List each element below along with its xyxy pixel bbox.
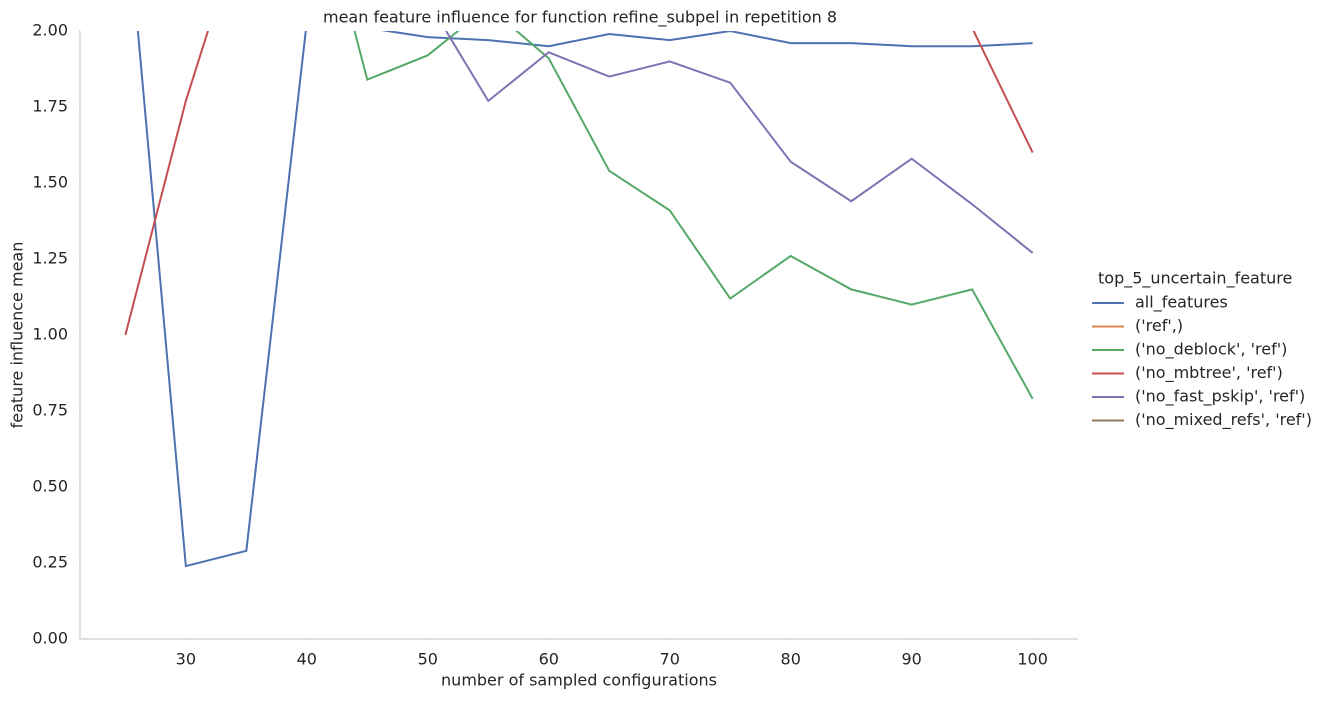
plot-area <box>124 31 1034 568</box>
y-tick-label: 1.25 <box>32 249 68 268</box>
x-axis-label: number of sampled configurations <box>441 671 717 690</box>
legend-label: ('no_fast_pskip', 'ref') <box>1135 387 1305 407</box>
y-tick-label: 0.25 <box>32 553 68 572</box>
chart-title: mean feature influence for function refi… <box>323 8 837 28</box>
x-tick-label: 70 <box>660 650 680 669</box>
x-tick-label: 60 <box>539 650 559 669</box>
legend-label: ('no_mixed_refs', 'ref') <box>1135 410 1312 430</box>
series-line <box>353 31 1034 400</box>
series-line <box>124 31 1034 336</box>
y-tick-label: 0.50 <box>32 477 68 496</box>
y-tick-label: 1.00 <box>32 325 68 344</box>
x-tick-label: 40 <box>297 650 317 669</box>
y-tick-label: 0.00 <box>32 629 68 648</box>
x-tick-label: 80 <box>781 650 801 669</box>
y-tick-label: 2.00 <box>32 21 68 40</box>
series-line <box>444 31 1034 254</box>
y-tick-label: 1.50 <box>32 173 68 192</box>
y-axis-label: feature influence mean <box>8 242 27 429</box>
legend-label: ('ref',) <box>1135 316 1183 335</box>
x-tick-label: 100 <box>1017 650 1048 669</box>
legend-label: ('no_mbtree', 'ref') <box>1135 363 1283 383</box>
x-tick-label: 90 <box>901 650 921 669</box>
y-tick-label: 0.75 <box>32 401 68 420</box>
legend-label: ('no_deblock', 'ref') <box>1135 340 1287 360</box>
x-tick-label: 50 <box>418 650 438 669</box>
legend-title: top_5_uncertain_feature <box>1098 269 1292 289</box>
series-line <box>136 31 1033 568</box>
y-tick-label: 1.75 <box>32 97 68 116</box>
x-tick-label: 30 <box>176 650 196 669</box>
legend-label: all_features <box>1135 293 1228 313</box>
